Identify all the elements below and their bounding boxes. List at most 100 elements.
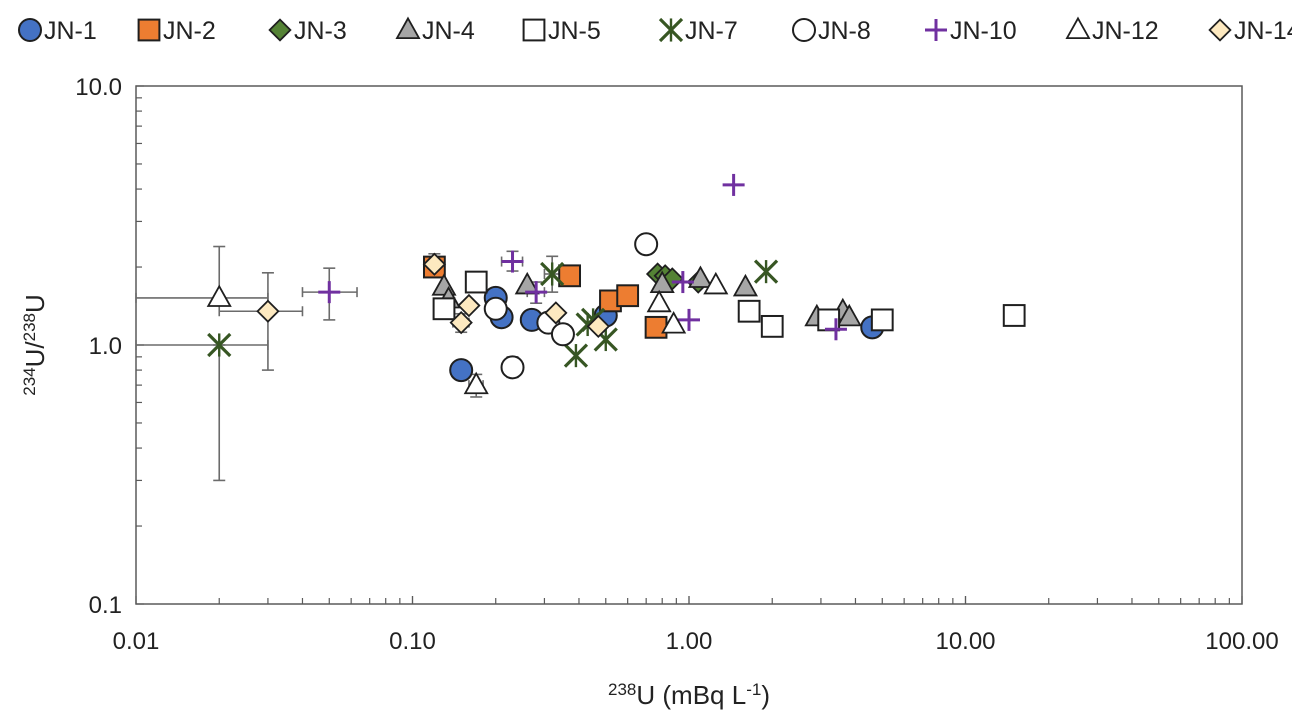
legend-item-jn-4: JN-4 (395, 16, 475, 45)
data-point (644, 315, 668, 339)
x-axis-title-exp: -1 (746, 680, 761, 699)
data-point (207, 332, 232, 358)
data-point (753, 259, 779, 284)
data-point (703, 271, 729, 295)
y-axis-title: 234U/238U (20, 294, 50, 396)
data-point (550, 322, 575, 347)
data-point (671, 271, 694, 294)
data-point (836, 303, 862, 327)
legend-marker (925, 19, 947, 41)
y-axis-title-end: U (20, 294, 50, 313)
legend-label: JN-12 (1092, 17, 1159, 45)
legend-item-jn-10: JN-10 (925, 17, 1017, 45)
series-jn-12 (206, 271, 729, 395)
legend-marker (1208, 18, 1232, 42)
axis-minor-ticks (135, 85, 1243, 605)
data-point (206, 284, 232, 307)
series-jn-5 (432, 270, 1026, 338)
data-point (483, 296, 508, 321)
series-jn-8 (483, 232, 659, 380)
legend-label: JN-1 (44, 17, 97, 45)
data-point (737, 299, 761, 323)
x-axis-title-close: ) (761, 680, 770, 710)
x-tick-label: 1.00 (666, 628, 713, 655)
data-point (463, 371, 489, 395)
legend-item-jn-3: JN-3 (268, 17, 347, 45)
x-axis-title-sup: 238 (608, 680, 636, 699)
data-point (634, 232, 659, 257)
data-point (457, 293, 481, 318)
data-point (824, 318, 847, 341)
data-point (722, 173, 745, 196)
legend-item-jn-14: JN-14 (1208, 17, 1292, 45)
legend-label: JN-5 (548, 17, 601, 45)
x-axis-title-main: U (mBq L (636, 680, 746, 710)
data-point (586, 314, 611, 339)
data-point (870, 308, 894, 332)
legend-marker (792, 18, 816, 42)
y-tick-label: 10.0 (75, 74, 122, 101)
data-point (558, 264, 582, 288)
legend-label: JN-2 (163, 17, 216, 45)
data-point (760, 314, 784, 338)
series-jn-10 (318, 173, 847, 341)
data-point (464, 270, 488, 294)
data-point (687, 265, 713, 288)
legend-label: JN-14 (1234, 17, 1292, 45)
legend-marker (268, 18, 292, 42)
legend-item-jn-5: JN-5 (522, 17, 601, 45)
data-point (1002, 304, 1026, 327)
plot-area (135, 85, 1243, 605)
legend-item-jn-8: JN-8 (792, 17, 871, 45)
data-point (449, 358, 474, 383)
tick-labels: 0.01 0.10 1.00 10.00 100.00 0.1 1.0 10.0 (75, 74, 1278, 655)
legend: JN-1 JN-2 JN-3 JN-4 JN-5 JN-7 JN-8 JN-10 JN-12 JN… (18, 16, 1292, 45)
legend-marker (137, 18, 161, 42)
legend-marker (18, 18, 42, 42)
series-jn-14 (256, 252, 611, 339)
legend-label: JN-4 (422, 17, 475, 45)
legend-item-jn-1: JN-1 (18, 17, 97, 45)
data-point (678, 308, 700, 331)
legend-marker (1065, 16, 1091, 40)
legend-label: JN-10 (950, 17, 1017, 45)
y-tick-label: 1.0 (89, 333, 122, 360)
data-point (422, 252, 447, 276)
legend-marker (658, 17, 684, 43)
data-point (432, 297, 456, 321)
data-point (256, 299, 280, 323)
legend-label: JN-8 (818, 17, 871, 45)
data-point (525, 281, 548, 304)
data-point (318, 281, 341, 304)
legend-marker (522, 18, 546, 42)
y-axis-title-sup1: 234 (20, 367, 39, 395)
legend-label: JN-7 (685, 17, 738, 45)
data-point (646, 289, 672, 313)
y-axis-title-sup2: 238 (20, 313, 39, 341)
data-point (544, 301, 568, 325)
x-tick-label: 100.00 (1205, 628, 1278, 655)
legend-label: JN-3 (294, 17, 347, 45)
legend-item-jn-7: JN-7 (658, 17, 738, 45)
x-tick-label: 0.10 (389, 628, 436, 655)
y-axis-title-mid: U/ (20, 341, 50, 368)
x-tick-label: 10.00 (935, 628, 995, 655)
y-tick-label: 0.1 (89, 592, 122, 619)
data-point (449, 310, 473, 335)
data-point (649, 270, 675, 294)
legend-item-jn-12: JN-12 (1065, 16, 1159, 45)
data-point (732, 273, 758, 297)
x-tick-label: 0.01 (113, 628, 160, 655)
legend-item-jn-2: JN-2 (137, 17, 216, 45)
data-point (661, 311, 687, 334)
data-point (540, 261, 565, 287)
data-point (563, 343, 589, 368)
legend-marker (395, 16, 421, 40)
data-point (616, 284, 640, 308)
data-points (206, 173, 1026, 395)
data-point (500, 355, 525, 380)
data-point (501, 250, 524, 273)
x-axis-title: 238U (mBq L-1) (608, 680, 770, 710)
error-bar (135, 340, 269, 482)
